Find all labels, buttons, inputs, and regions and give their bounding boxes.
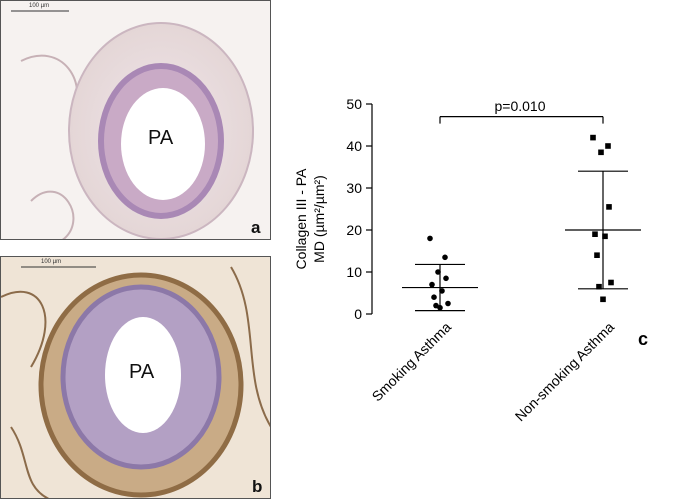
data-point-s0-0 <box>427 235 433 242</box>
data-point-s1-0 <box>590 134 596 141</box>
data-point-s0-4 <box>429 281 435 288</box>
x-category-label-0: Smoking Asthma <box>369 319 455 405</box>
data-point-s1-1 <box>605 143 611 149</box>
data-point-s0-1 <box>442 254 448 261</box>
y-tick-label-4: 40 <box>346 138 362 154</box>
data-point-s0-5 <box>439 288 445 294</box>
data-point-s0-7 <box>445 300 451 307</box>
y-axis-label-line2: MD (µm²/µm²) <box>311 175 327 263</box>
y-tick-label-1: 10 <box>346 264 362 280</box>
panel-letter-a: a <box>251 218 261 237</box>
data-point-s1-5 <box>602 233 608 240</box>
annotation-pvalue: p=0.010 <box>495 98 546 114</box>
data-point-s0-6 <box>431 294 437 300</box>
data-point-s1-3 <box>606 204 612 210</box>
y-tick-label-0: 0 <box>354 306 362 322</box>
data-point-s1-6 <box>594 252 600 258</box>
data-point-s1-9 <box>600 296 606 303</box>
data-point-s1-7 <box>608 279 614 286</box>
y-tick-label-5: 50 <box>346 96 362 112</box>
data-point-s1-2 <box>598 149 604 156</box>
data-point-s1-4 <box>592 231 598 237</box>
scale-bar-label-a: 100 µm <box>29 3 50 9</box>
micrograph-panel-a: 100 µm PA a <box>0 0 271 240</box>
scatter-chart: 0 10 20 30 40 50 Smoking Asthma Non-smoking Ast… <box>293 96 648 425</box>
panel-letter-c: c <box>638 329 648 349</box>
micrograph-panel-b: 100 µm PA b <box>0 256 271 499</box>
y-tick-label-2: 20 <box>346 222 362 238</box>
y-tick-label-3: 30 <box>346 180 362 196</box>
vessel-label-a: PA <box>148 127 174 149</box>
micrograph-a-image <box>1 1 270 239</box>
y-axis-label-line1: Collagen III - PA <box>293 168 309 270</box>
data-point-s1-8 <box>596 283 602 290</box>
micrograph-b-image <box>1 257 270 498</box>
data-point-s0-3 <box>443 275 449 282</box>
scale-bar-label-b: 100 µm <box>41 259 62 265</box>
x-category-label-1: Non-smoking Asthma <box>512 319 618 425</box>
panel-letter-b: b <box>252 477 263 496</box>
vessel-label-b: PA <box>129 361 155 383</box>
